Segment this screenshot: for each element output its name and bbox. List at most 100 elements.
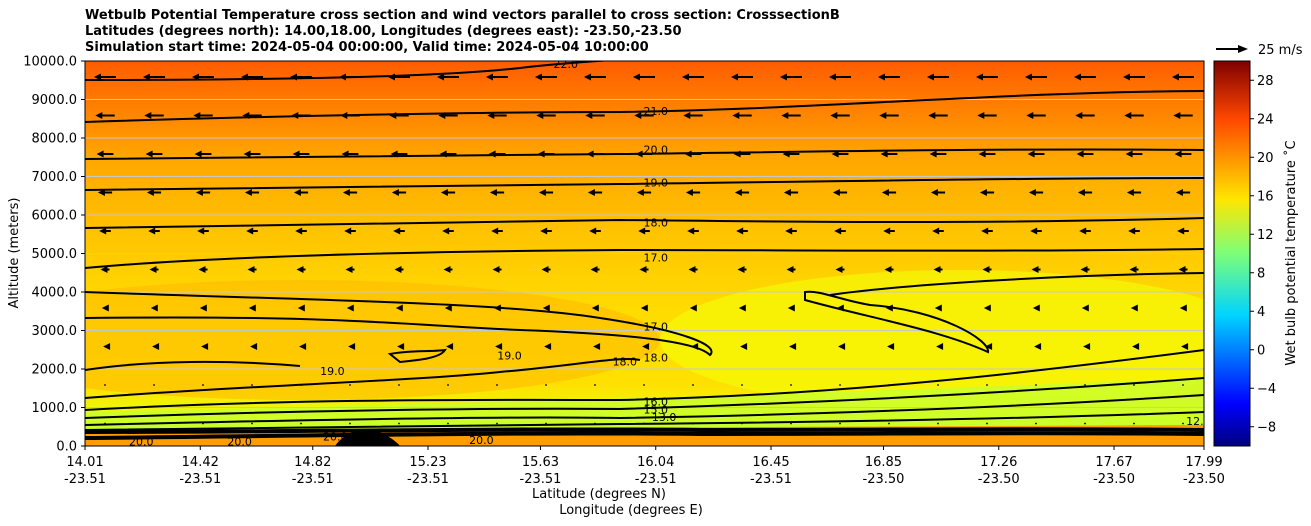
wind-vector-head — [193, 112, 201, 119]
wind-vector-head — [691, 343, 699, 350]
wind-vector-dot — [937, 384, 939, 386]
contour-label: 17.0 — [643, 321, 668, 334]
wind-vector-head — [589, 227, 597, 235]
wind-vector-head — [292, 150, 300, 158]
wind-vector-head — [1123, 73, 1130, 81]
wind-vector-head — [884, 266, 892, 273]
wind-vector-head — [492, 266, 500, 273]
wind-vector-dot — [300, 384, 302, 386]
wind-vector-head — [344, 227, 352, 235]
wind-vector-head — [835, 266, 843, 273]
contour-label: 19.0 — [320, 365, 345, 378]
wind-vector-dot — [937, 422, 939, 425]
wind-vector-dot — [1084, 384, 1086, 386]
wind-vector-dot — [741, 422, 743, 425]
contour-18-mid-line — [85, 358, 641, 399]
wind-vector-dot — [1182, 422, 1184, 425]
colorbar: −8 −4 0 4 8 12 16 20 24 28 Wet bulb potential tem… — [1213, 60, 1299, 447]
wind-vector-head — [388, 73, 395, 81]
wind-vector-head — [983, 304, 991, 312]
contour-21-line — [85, 90, 1204, 123]
wind-vector-head — [195, 189, 203, 196]
wind-vector-head — [590, 266, 598, 273]
contour-17-lower-line — [85, 291, 713, 357]
contour-19-left-line — [85, 360, 301, 371]
wind-vector-head — [585, 112, 593, 119]
x-tick-label-latitude: 14.42 — [182, 455, 219, 470]
wind-vector-dot — [202, 384, 204, 386]
wind-vector-dot — [1035, 422, 1037, 425]
wind-vector-head — [242, 112, 250, 119]
contour-label: 16.0 — [643, 396, 668, 409]
contour-20-line — [85, 148, 1204, 160]
wind-vector-head — [1124, 112, 1132, 119]
y-tick-label: 5000.0 — [32, 247, 78, 262]
wind-vector-head — [1080, 266, 1088, 273]
wind-vector-head — [544, 343, 552, 350]
wind-vector-head — [930, 189, 938, 196]
x-tick-label-longitude: -23.50 — [1183, 472, 1225, 487]
chart-title-line-1: Wetbulb Potential Temperature cross sect… — [85, 8, 840, 23]
wind-vector-head — [1172, 73, 1179, 81]
wind-vector-dot — [643, 422, 645, 425]
wind-vector-head — [634, 112, 642, 119]
wind-vector-head — [936, 343, 944, 350]
contour-label: 20.0 — [129, 435, 154, 448]
wind-vector-head — [785, 227, 793, 235]
colorbar-tick-label: −4 — [1257, 382, 1276, 397]
x-tick-label-longitude: -23.51 — [292, 472, 334, 487]
wind-vector-head — [1074, 73, 1081, 81]
contour-label: 15.0 — [643, 403, 668, 416]
wind-vector-head — [885, 304, 893, 312]
wind-vector-head — [241, 73, 248, 81]
wind-vector-head — [682, 73, 689, 81]
wind-vector-head — [1025, 73, 1032, 81]
wind-vector-head — [248, 304, 256, 312]
wind-vector-head — [438, 112, 446, 119]
contour-label: 22.0 — [554, 58, 579, 71]
wind-vector-dot — [1035, 384, 1037, 386]
wind-vector-head — [732, 112, 740, 119]
y-axis-label: Altitude (meters) — [7, 198, 22, 309]
wind-vector-head — [1034, 343, 1042, 350]
wind-vector-head — [1126, 189, 1134, 196]
contour-label: 20.0 — [469, 434, 494, 447]
wind-vector-dot — [790, 384, 792, 386]
wind-vector-head — [1130, 304, 1138, 312]
wind-vector-head — [977, 112, 985, 119]
x-tick-label-latitude: 17.26 — [980, 455, 1017, 470]
y-tick-label: 10000.0 — [23, 55, 77, 70]
x-tick-label-latitude: 16.85 — [865, 455, 902, 470]
contour-label: 20.0 — [643, 144, 668, 157]
wind-vector-head — [493, 304, 501, 312]
wind-vector-head — [299, 343, 307, 350]
contour-label: 20.0 — [227, 435, 252, 448]
contour-22-line — [85, 61, 612, 81]
wind-vector-head — [781, 112, 789, 119]
wind-vector-head — [149, 266, 157, 273]
contour-labels: 22.0 21.0 20.0 19.0 18.0 17.0 17.0 19.0 19.0 18.0… — [129, 58, 1204, 448]
wind-vector-head — [100, 266, 108, 273]
contour-15-line — [85, 377, 1204, 419]
wind-vector-head — [346, 304, 354, 312]
wind-vector-head — [639, 266, 647, 273]
wind-vector-head — [981, 227, 989, 235]
cool-bulge-region — [660, 270, 1204, 410]
contour-13-line — [85, 394, 1204, 426]
colorbar-tick-label: 20 — [1257, 151, 1274, 166]
wind-vector-head — [143, 73, 150, 81]
wind-vector-head — [1027, 150, 1035, 158]
wind-vector-head — [535, 73, 542, 81]
wind-vector-head — [152, 343, 160, 350]
wind-vector-dot — [349, 422, 351, 425]
wind-vector-head — [838, 343, 846, 350]
wind-vector-head — [976, 73, 983, 81]
wind-vector-head — [880, 150, 888, 158]
x-tick-label-longitude: -23.50 — [978, 472, 1020, 487]
colorbar-ticks: −8 −4 0 4 8 12 16 20 24 28 — [1250, 74, 1276, 435]
x-axis-label-latitude: Latitude (degrees N) — [532, 487, 666, 502]
wind-vector-head — [440, 189, 448, 196]
x-tick-label-latitude: 14.82 — [294, 455, 331, 470]
wind-vector-head — [932, 227, 940, 235]
